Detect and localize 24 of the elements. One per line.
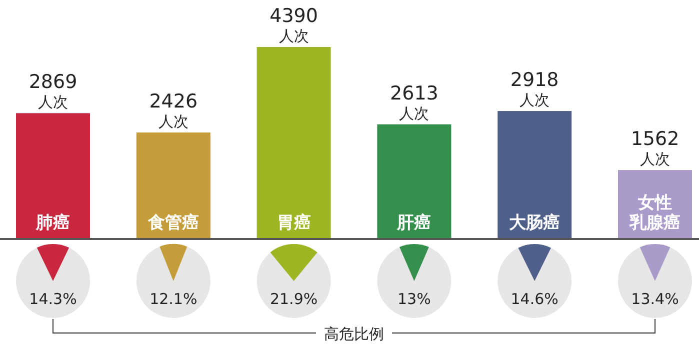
text: 高危比例 bbox=[324, 325, 384, 343]
data-label: 2613 人次 bbox=[390, 82, 438, 122]
x-tick-label: 大肠癌 bbox=[509, 213, 560, 233]
bar bbox=[377, 124, 452, 238]
bar bbox=[498, 111, 572, 238]
data-label: 1562 人次 bbox=[630, 128, 680, 168]
data-label: 12.1% bbox=[150, 290, 198, 308]
x-tick-label: 胃癌 bbox=[276, 213, 311, 233]
data-label: 2426 人次 bbox=[149, 90, 198, 130]
x-tick-label: 食管癌 bbox=[146, 213, 199, 233]
data-label: 14.3% bbox=[29, 290, 77, 308]
x-tick-label: 肝癌 bbox=[396, 213, 432, 233]
data-label: 4390 人次 bbox=[270, 5, 318, 45]
data-label: 21.9% bbox=[270, 290, 318, 308]
bar bbox=[16, 113, 90, 238]
bar bbox=[256, 47, 331, 238]
data-label: 13.4% bbox=[631, 290, 679, 308]
x-tick-label: 女性乳腺癌 bbox=[628, 193, 680, 233]
bar bbox=[136, 132, 210, 238]
x-tick-label: 肺癌 bbox=[35, 213, 70, 233]
data-label: 2869 人次 bbox=[28, 71, 78, 112]
data-label: 2918 人次 bbox=[510, 69, 559, 110]
data-label: 13% bbox=[398, 290, 431, 308]
data-label: 14.6% bbox=[510, 290, 558, 308]
